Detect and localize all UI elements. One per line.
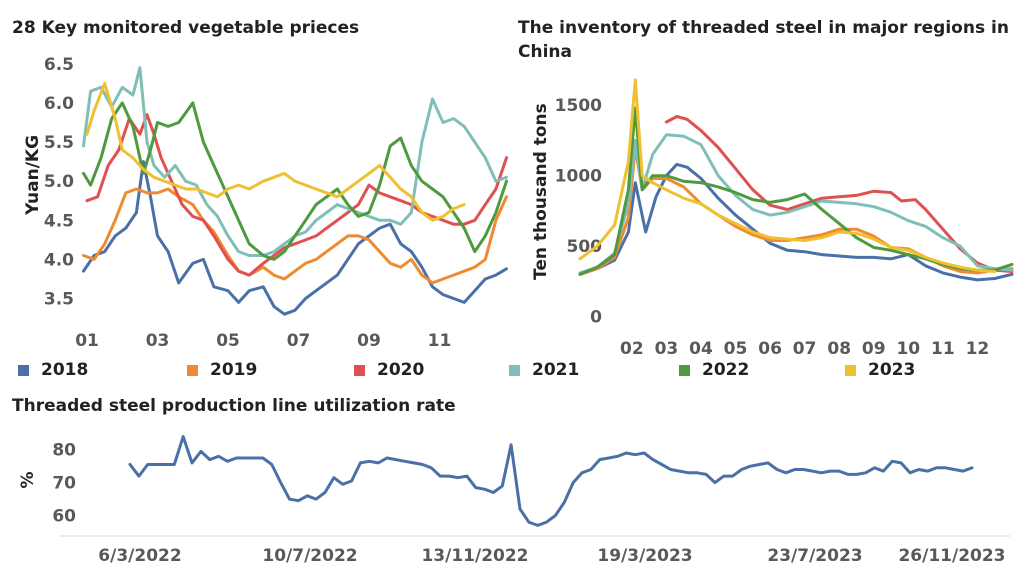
- legend-swatch-2022: [679, 364, 690, 376]
- inventory-series-line-2018: [578, 162, 1014, 282]
- legend-label-2019: 2019: [210, 360, 258, 380]
- legend-item-2022: 2022: [679, 360, 749, 380]
- veg-xtick-label: 11: [428, 331, 452, 351]
- inventory-xtick-label: 07: [793, 339, 817, 359]
- veg-ytick-label: 4.0: [44, 250, 74, 270]
- inventory-ytick-label: 500: [567, 237, 603, 257]
- veg-series-line-2023: [85, 81, 466, 222]
- inventory-ytick-label: 0: [590, 308, 602, 328]
- inventory-xtick-label: 09: [862, 339, 886, 359]
- utilization-rate-line: [128, 435, 974, 527]
- inventory-xtick-label: 10: [896, 339, 920, 359]
- inventory-xtick-label: 12: [966, 339, 990, 359]
- chart-legend: 2018 2019 2020 2021 2022 2023: [18, 360, 1008, 386]
- veg-series-line-2022: [82, 101, 508, 261]
- legend-swatch-2019: [187, 364, 198, 376]
- utilization-chart-title: Threaded steel production line utilizati…: [12, 396, 456, 416]
- inventory-xtick-label: 05: [724, 339, 748, 359]
- legend-label-2021: 2021: [532, 360, 580, 380]
- veg-xtick-label: 07: [287, 331, 311, 351]
- veg-xtick-label: 09: [357, 331, 381, 351]
- legend-item-2023: 2023: [845, 360, 915, 380]
- veg-xtick-label: 01: [75, 331, 99, 351]
- inventory-xtick-label: 04: [689, 339, 713, 359]
- utilization-ytick-label: 60: [52, 507, 76, 527]
- veg-xtick-label: 05: [216, 331, 240, 351]
- legend-swatch-2018: [18, 364, 29, 376]
- legend-label-2018: 2018: [41, 360, 89, 380]
- veg-ytick-label: 4.5: [44, 211, 74, 231]
- veg-ytick-label: 6.0: [44, 94, 74, 114]
- inventory-series-line-2020: [664, 115, 1014, 273]
- inventory-xtick-label: 02: [620, 339, 644, 359]
- veg-series-line-2021: [82, 66, 508, 257]
- legend-item-2021: 2021: [509, 360, 579, 380]
- legend-item-2018: 2018: [18, 360, 88, 380]
- utilization-xtick-label: 6/3/2022: [98, 546, 181, 566]
- legend-item-2020: 2020: [354, 360, 424, 380]
- veg-series-line-2019: [82, 187, 508, 285]
- utilization-ytick-label: 70: [52, 474, 76, 494]
- inventory-chart: 0 500 1000 1500 02 03 04 05 06 07 08 09 10 11 12: [555, 78, 1014, 359]
- inventory-chart-title: The inventory of threaded steel in major…: [518, 18, 1009, 62]
- utilization-xtick-label: 26/11/2023: [898, 546, 1005, 566]
- legend-label-2023: 2023: [868, 360, 916, 380]
- veg-xtick-label: 03: [146, 331, 170, 351]
- legend-swatch-2020: [354, 364, 365, 376]
- veg-ytick-label: 3.5: [44, 290, 74, 310]
- legend-swatch-2023: [845, 364, 856, 376]
- veg-ytick-label: 5.0: [44, 172, 74, 192]
- legend-swatch-2021: [509, 364, 520, 376]
- utilization-xtick-label: 19/3/2023: [597, 546, 692, 566]
- inventory-ytick-label: 1500: [555, 96, 602, 116]
- veg-series-line-2018: [82, 160, 508, 316]
- utilization-ytick-label: 80: [52, 441, 76, 461]
- utilization-rate-chart: 60 70 80 6/3/2022 10/7/2022 13/11/2022 19/3/20…: [52, 435, 1010, 566]
- inventory-xtick-label: 03: [655, 339, 679, 359]
- utilization-xtick-label: 13/11/2022: [421, 546, 528, 566]
- inventory-series-line-2023: [578, 78, 997, 273]
- legend-label-2022: 2022: [702, 360, 750, 380]
- vegetable-price-chart: 3.5 4.0 4.5 5.0 5.5 6.0 6.5 01 03 05 07 09 11: [44, 55, 508, 351]
- inventory-series-line-2022: [578, 106, 1014, 276]
- inventory-ytick-label: 1000: [555, 167, 602, 187]
- legend-item-2019: 2019: [187, 360, 257, 380]
- inventory-xtick-label: 06: [758, 339, 782, 359]
- utilization-xtick-label: 23/7/2023: [767, 546, 862, 566]
- veg-chart-title: 28 Key monitored vegetable prieces: [12, 18, 360, 38]
- inventory-xtick-label: 11: [931, 339, 955, 359]
- utilization-xtick-label: 10/7/2022: [262, 546, 357, 566]
- legend-label-2020: 2020: [377, 360, 425, 380]
- inventory-xtick-label: 08: [827, 339, 851, 359]
- veg-ytick-label: 5.5: [44, 133, 74, 153]
- veg-ytick-label: 6.5: [44, 55, 74, 75]
